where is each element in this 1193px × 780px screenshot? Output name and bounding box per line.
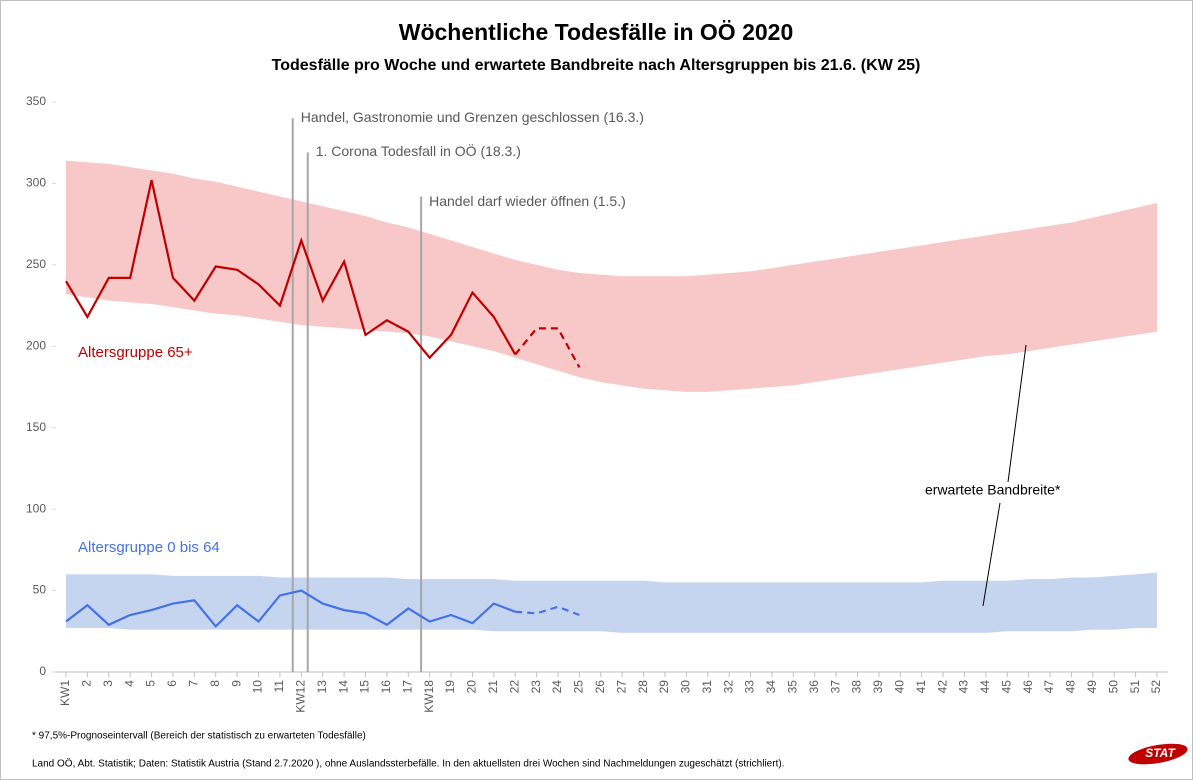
x-tick-label: 32 bbox=[721, 680, 735, 694]
x-tick-label: 19 bbox=[443, 680, 457, 694]
band-annotation: erwartete Bandbreite* bbox=[925, 482, 1061, 498]
source: Land OÖ, Abt. Statistik; Daten: Statisti… bbox=[32, 758, 784, 770]
x-tick-label: 29 bbox=[657, 680, 671, 694]
line bbox=[514, 327, 581, 368]
x-tick-label: 6 bbox=[165, 680, 179, 687]
x-tick-label: KW1 bbox=[58, 680, 72, 706]
x-tick-label: 42 bbox=[935, 680, 949, 694]
logo: STAT bbox=[1145, 746, 1176, 760]
event-label: Handel, Gastronomie und Grenzen geschlos… bbox=[301, 109, 644, 125]
x-tick-label: 40 bbox=[892, 680, 906, 694]
y-tick-label: 250 bbox=[26, 257, 46, 271]
y-tick-label: 0 bbox=[39, 664, 46, 678]
chart-title: Wöchentliche Todesfälle in OÖ 2020 bbox=[399, 19, 794, 45]
x-tick-label: 15 bbox=[358, 680, 372, 694]
band bbox=[66, 160, 1157, 392]
x-tick-label: 20 bbox=[465, 680, 479, 694]
x-tick-label: 34 bbox=[764, 680, 778, 694]
event-label: 1. Corona Todesfall in OÖ (18.3.) bbox=[316, 142, 521, 159]
y-tick-label: 150 bbox=[26, 420, 46, 434]
x-tick-label: 35 bbox=[786, 680, 800, 694]
series-label: Altersgruppe 65+ bbox=[78, 344, 193, 361]
x-tick-label: 28 bbox=[636, 680, 650, 694]
x-tick-label: 23 bbox=[529, 680, 543, 694]
x-tick-label: 21 bbox=[486, 680, 500, 694]
x-tick-label: 27 bbox=[614, 680, 628, 694]
x-tick-label: 25 bbox=[572, 680, 586, 694]
x-tick-label: 45 bbox=[999, 680, 1013, 694]
y-tick-label: 50 bbox=[33, 583, 47, 597]
x-tick-label: 33 bbox=[743, 680, 757, 694]
x-tick-label: 36 bbox=[807, 680, 821, 694]
x-tick-label: 30 bbox=[679, 680, 693, 694]
x-tick-label: 8 bbox=[208, 680, 222, 687]
y-tick-label: 300 bbox=[26, 176, 46, 190]
x-tick-label: 48 bbox=[1064, 680, 1078, 694]
line bbox=[65, 589, 516, 629]
pointer-line bbox=[982, 502, 1001, 607]
x-tick-label: 3 bbox=[101, 680, 115, 687]
x-tick-label: 43 bbox=[957, 680, 971, 694]
footnote: * 97,5%-Prognoseintervall (Bereich der s… bbox=[32, 731, 366, 742]
x-tick-label: 51 bbox=[1128, 680, 1142, 694]
pointer-line bbox=[1007, 344, 1027, 483]
x-tick-label: 7 bbox=[187, 680, 201, 687]
event-label: Handel darf wieder öffnen (1.5.) bbox=[429, 193, 626, 209]
y-tick-label: 100 bbox=[26, 501, 46, 515]
x-tick-label: 39 bbox=[871, 680, 885, 694]
x-tick-label: 11 bbox=[272, 680, 286, 693]
band bbox=[66, 572, 1157, 633]
x-tick-label: 26 bbox=[593, 680, 607, 694]
x-tick-label: 37 bbox=[828, 680, 842, 694]
chart-subtitle: Todesfälle pro Woche und erwartete Bandb… bbox=[272, 57, 921, 74]
x-tick-label: 46 bbox=[1021, 680, 1035, 694]
line bbox=[65, 179, 517, 360]
logo-shape bbox=[1128, 743, 1188, 765]
series-label: Altersgruppe 0 bis 64 bbox=[78, 539, 220, 556]
x-tick-label: 13 bbox=[315, 680, 329, 694]
x-tick-label: 47 bbox=[1042, 680, 1056, 694]
x-tick-label: 50 bbox=[1106, 680, 1120, 694]
x-tick-label: 52 bbox=[1149, 680, 1163, 694]
x-tick-label: 31 bbox=[700, 680, 714, 694]
x-tick-label: 4 bbox=[122, 680, 136, 687]
x-tick-label: 17 bbox=[400, 680, 414, 694]
x-tick-label: 5 bbox=[144, 680, 158, 687]
x-tick-label: 24 bbox=[550, 680, 564, 694]
x-tick-label: 22 bbox=[507, 680, 521, 694]
x-tick-label: KW12 bbox=[293, 680, 307, 713]
x-tick-label: 44 bbox=[978, 680, 992, 694]
x-tick-label: 10 bbox=[251, 680, 265, 694]
x-tick-label: KW18 bbox=[422, 680, 436, 713]
x-tick-label: 16 bbox=[379, 680, 393, 694]
x-tick-label: 9 bbox=[229, 680, 243, 687]
x-tick-label: 41 bbox=[914, 680, 928, 694]
x-tick-label: 14 bbox=[336, 680, 350, 694]
x-tick-label: 2 bbox=[80, 680, 94, 687]
x-tick-label: 49 bbox=[1085, 680, 1099, 694]
y-tick-label: 200 bbox=[26, 338, 46, 352]
x-tick-label: 38 bbox=[850, 680, 864, 694]
y-tick-label: 350 bbox=[26, 94, 46, 108]
